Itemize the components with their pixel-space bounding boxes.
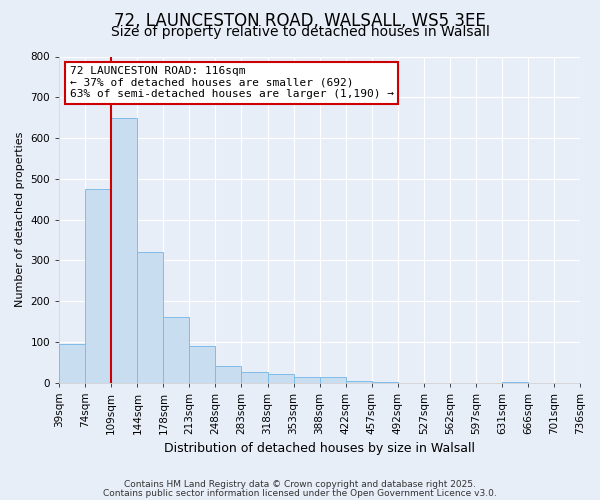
Text: Size of property relative to detached houses in Walsall: Size of property relative to detached ho… xyxy=(110,25,490,39)
Bar xyxy=(163,318,190,382)
Bar xyxy=(241,372,268,382)
Bar xyxy=(190,346,215,383)
Bar xyxy=(59,344,85,383)
Bar xyxy=(346,381,371,382)
Bar xyxy=(215,366,241,382)
Text: 72, LAUNCESTON ROAD, WALSALL, WS5 3EE: 72, LAUNCESTON ROAD, WALSALL, WS5 3EE xyxy=(114,12,486,30)
Text: Contains HM Land Registry data © Crown copyright and database right 2025.: Contains HM Land Registry data © Crown c… xyxy=(124,480,476,489)
Bar xyxy=(85,189,111,382)
Bar xyxy=(111,118,137,382)
Bar xyxy=(137,252,163,382)
Y-axis label: Number of detached properties: Number of detached properties xyxy=(15,132,25,307)
Text: 72 LAUNCESTON ROAD: 116sqm
← 37% of detached houses are smaller (692)
63% of sem: 72 LAUNCESTON ROAD: 116sqm ← 37% of deta… xyxy=(70,66,394,100)
Bar xyxy=(320,377,346,382)
Bar xyxy=(268,374,293,382)
Text: Contains public sector information licensed under the Open Government Licence v3: Contains public sector information licen… xyxy=(103,488,497,498)
Bar xyxy=(293,377,320,382)
X-axis label: Distribution of detached houses by size in Walsall: Distribution of detached houses by size … xyxy=(164,442,475,455)
